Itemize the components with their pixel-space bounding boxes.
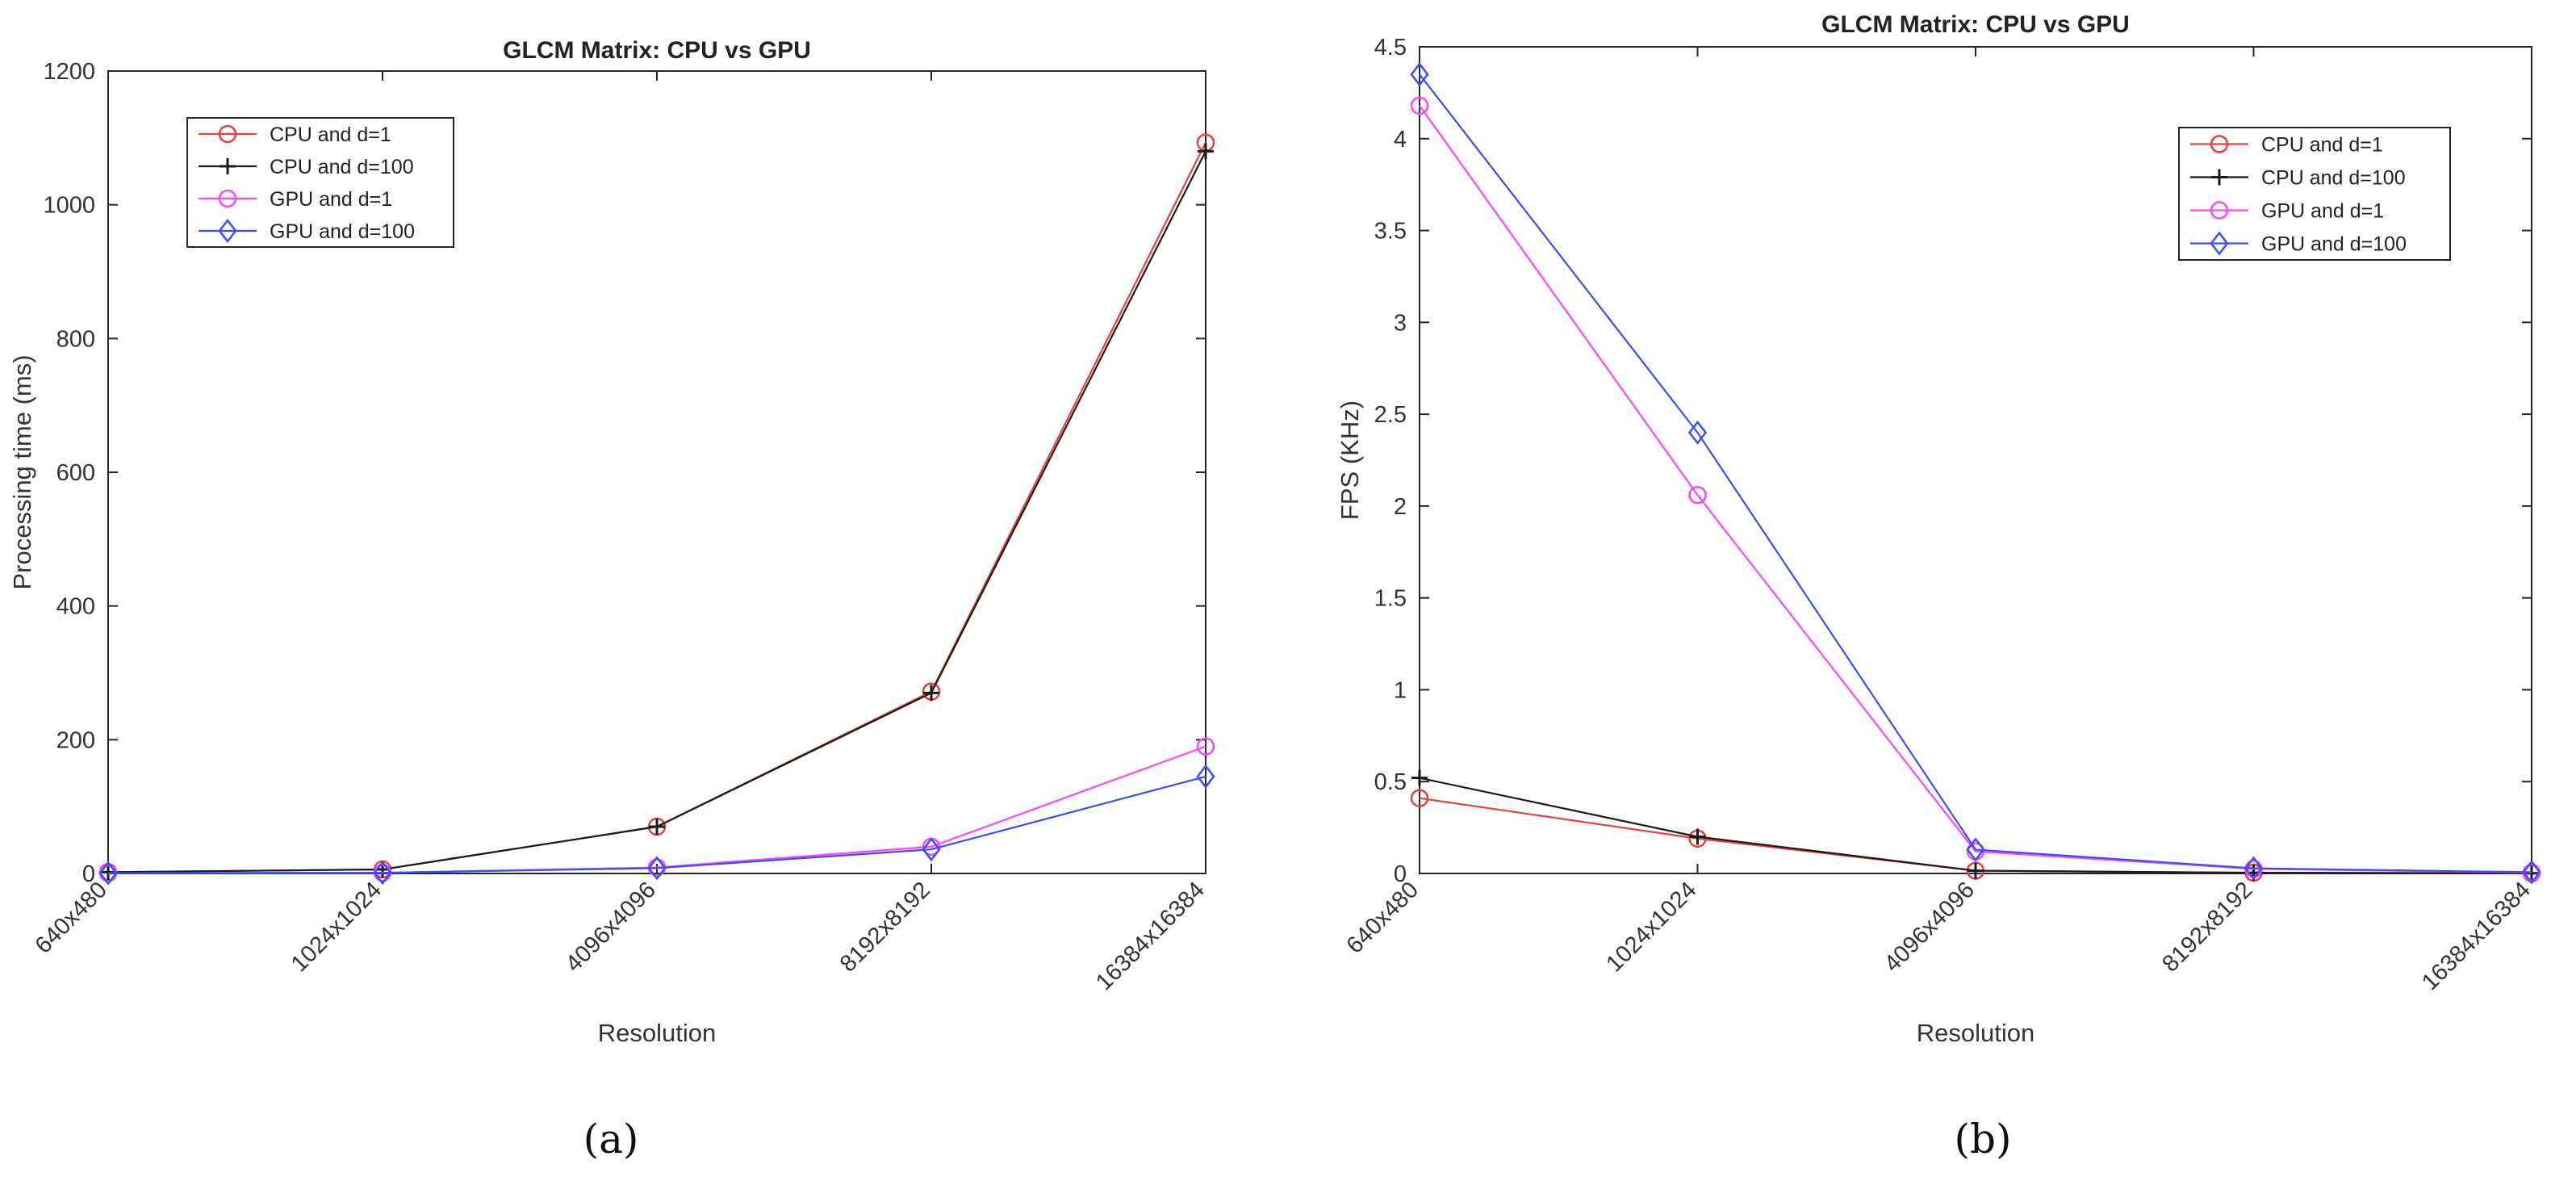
legend-item-gpu-and-d-1: GPU and d=1 [199,188,392,211]
series-cpu-and-d-100 [100,143,1214,881]
y-axis-label: FPS (KHz) [1336,400,1364,520]
x-tick-label: 640x480 [31,877,112,958]
x-axis-label: Resolution [598,1019,716,1047]
y-tick-label: 800 [56,326,95,352]
data-point [923,685,939,702]
legend-item-cpu-and-d-100: CPU and d=100 [2190,167,2406,190]
series-gpu-and-d-1 [98,737,1215,882]
data-point [100,864,116,881]
data-point [1968,862,1984,879]
legend-marker [2211,169,2227,186]
series-line [107,775,1206,874]
y-tick-label: 200 [56,727,95,753]
y-tick-label: 3 [1394,310,1407,336]
y-tick-label: 0.5 [1374,769,1407,795]
chart-title: GLCM Matrix: CPU vs GPU [503,37,811,64]
legend-marker [218,189,237,208]
x-tick-label: 16384x16384 [1091,877,1210,995]
data-point [1966,837,1985,862]
panel-caption: (a) [583,1116,639,1162]
data-point [647,856,667,881]
y-tick-label: 1000 [43,193,95,219]
y-tick-label: 0 [82,861,95,887]
series-gpu-and-d-100 [1410,62,2541,885]
data-point [1196,737,1215,756]
x-tick-label: 1024x1024 [1601,877,1701,977]
series-line [107,745,1206,874]
x-tick-label: 8192x8192 [2157,877,2257,977]
series-line [107,150,1206,873]
series-cpu-and-d-100 [1411,769,2540,882]
legend-item-gpu-and-d-100: GPU and d=100 [2190,231,2407,256]
y-tick-label: 600 [56,460,95,486]
legend-item-cpu-and-d-1: CPU and d=1 [199,124,391,146]
data-point [1410,789,1429,807]
y-tick-label: 400 [56,594,95,620]
data-point [98,861,118,886]
y-tick-label: 4 [1394,127,1407,153]
legend: CPU and d=1 CPU and d=100 GPU and d=1 GPU a… [2178,127,2451,261]
legend-label: GPU and d=1 [270,188,392,211]
y-tick-label: 2 [1394,494,1407,520]
legend-item-gpu-and-d-100: GPU and d=100 [199,218,415,244]
x-tick-label: 4096x4096 [1880,877,1980,977]
x-tick-label: 8192x8192 [835,877,935,977]
y-tick-label: 1 [1394,677,1407,703]
legend: CPU and d=1 CPU and d=100 GPU and d=1 GPU a… [186,117,454,248]
legend-marker [2210,231,2229,256]
legend-item-cpu-and-d-100: CPU and d=100 [199,156,414,178]
series-line [107,142,1206,873]
data-point [1687,420,1708,445]
legend-marker [220,158,236,174]
y-tick-label: 4.5 [1374,35,1407,61]
x-tick-label: 1024x1024 [286,877,387,977]
data-point [1196,764,1215,789]
legend-label: GPU and d=100 [2261,233,2407,256]
legend-label: CPU and d=1 [270,124,391,146]
legend-label: CPU and d=100 [270,156,414,178]
data-point [1411,769,1428,786]
y-tick-label: 1200 [43,59,95,85]
legend-label: GPU and d=100 [270,220,415,243]
x-axis-label: Resolution [1917,1019,2034,1047]
data-point [1688,485,1707,505]
legend-label: GPU and d=1 [2261,200,2384,223]
legend-item-gpu-and-d-1: GPU and d=1 [2190,200,2384,223]
data-point [649,819,665,836]
chart-panel-b: GLCM Matrix: CPU vs GPU 0 0.5 1 1.5 2 2.5 3 3.5 4… [1336,11,2541,1162]
legend-marker [2210,135,2229,153]
y-tick-label: 1.5 [1374,586,1407,612]
y-axis-label: Processing time (ms) [8,354,36,589]
data-point [922,837,941,862]
data-point [1689,828,1706,845]
series-line [1419,73,2532,873]
data-point [1410,62,1429,87]
y-tick-label: 3.5 [1374,219,1407,245]
x-tick-label: 4096x4096 [561,877,661,977]
legend-marker [218,124,237,144]
chart-panel-a: GLCM Matrix: CPU vs GPU 0 200 400 600 800 1000… [8,37,1215,1162]
x-tick-label: 16384x16384 [2417,877,2536,995]
series-gpu-and-d-100 [98,764,1215,886]
legend-marker [2210,201,2229,220]
chart-title: GLCM Matrix: CPU vs GPU [1821,11,2130,38]
y-tick-label: 2.5 [1374,402,1407,428]
legend-label: CPU and d=100 [2261,167,2406,190]
data-point [2244,856,2264,881]
panel-caption: (b) [1954,1116,2011,1162]
data-point [2522,860,2541,885]
y-tick-label: 0 [1394,861,1407,887]
data-point [373,861,392,886]
legend-item-cpu-and-d-1: CPU and d=1 [2190,134,2383,157]
x-tick-label: 640x480 [1342,877,1424,958]
legend-label: CPU and d=1 [2261,134,2383,157]
data-point [1410,96,1429,115]
data-point [1198,143,1214,160]
legend-marker [218,218,237,244]
